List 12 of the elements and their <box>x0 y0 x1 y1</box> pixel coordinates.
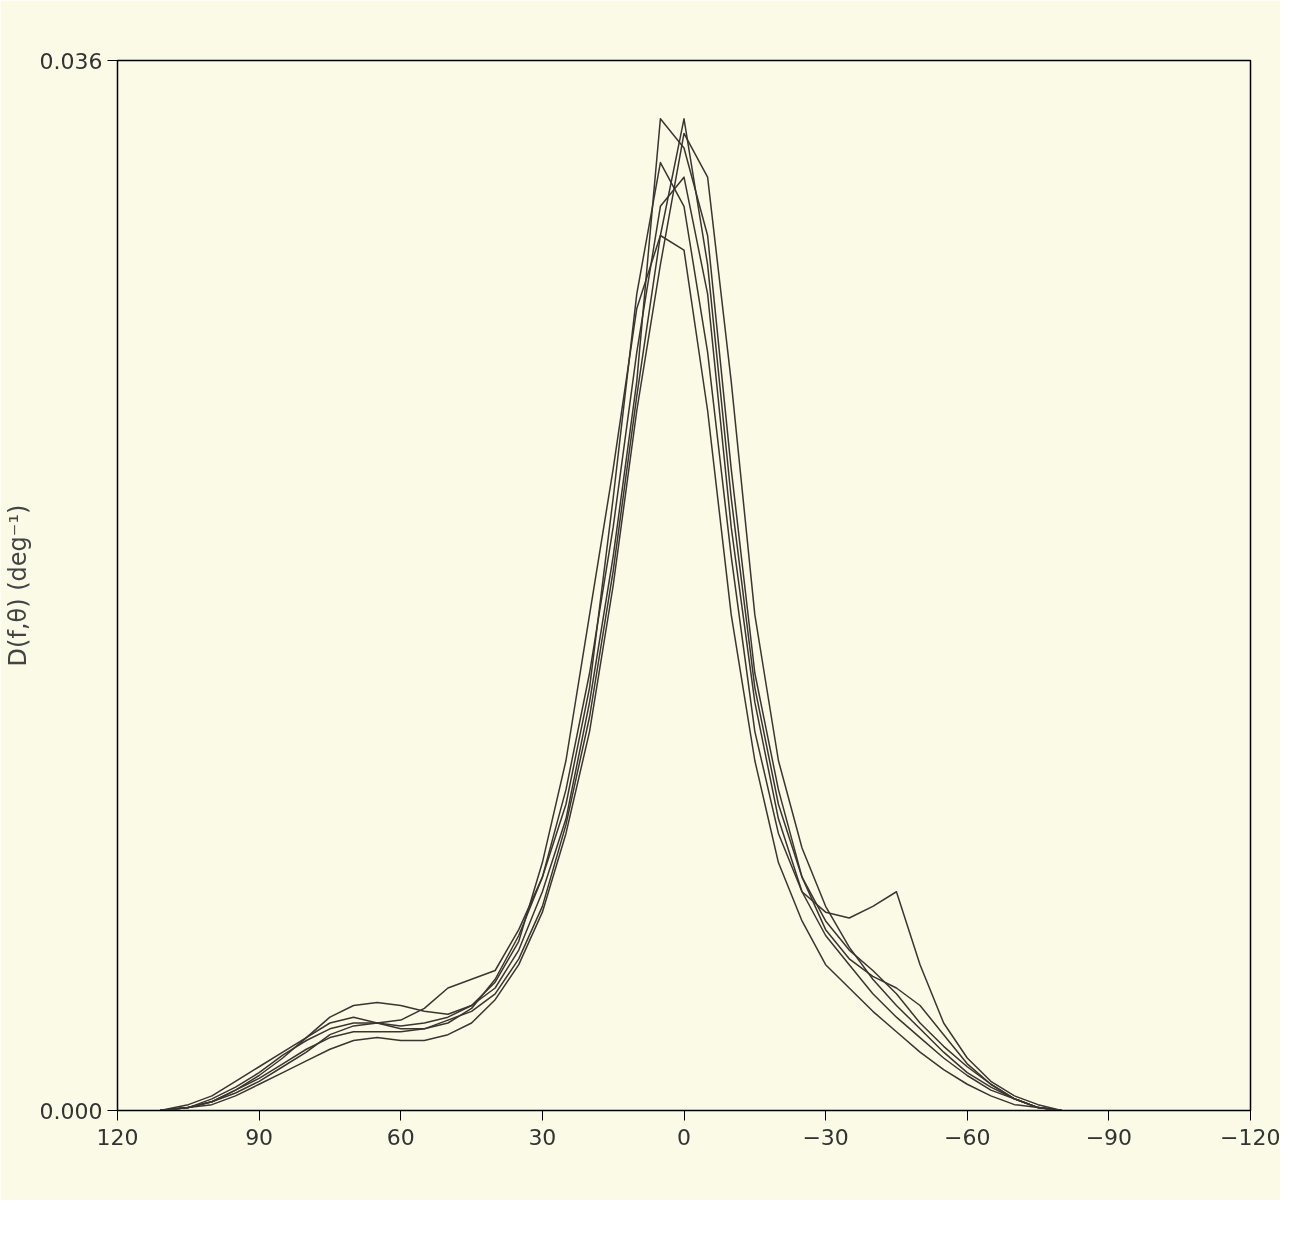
x-tick-label: 120 <box>96 1124 139 1150</box>
x-tick-label: −30 <box>802 1124 849 1150</box>
x-tick-label: 0 <box>677 1124 691 1150</box>
x-tick-label: −60 <box>944 1124 991 1150</box>
x-tick-label: −90 <box>1085 1124 1133 1150</box>
y-tick-label: 0.000 <box>39 1098 103 1124</box>
y-tick-label: 0.036 <box>39 48 103 74</box>
x-tick-label: 60 <box>386 1124 415 1150</box>
x-tick-label: 90 <box>245 1124 274 1150</box>
x-tick-label: −120 <box>1220 1124 1281 1150</box>
x-tick-label: 30 <box>528 1124 557 1150</box>
y-axis-title: D(f,θ) (deg⁻¹) <box>3 504 32 667</box>
